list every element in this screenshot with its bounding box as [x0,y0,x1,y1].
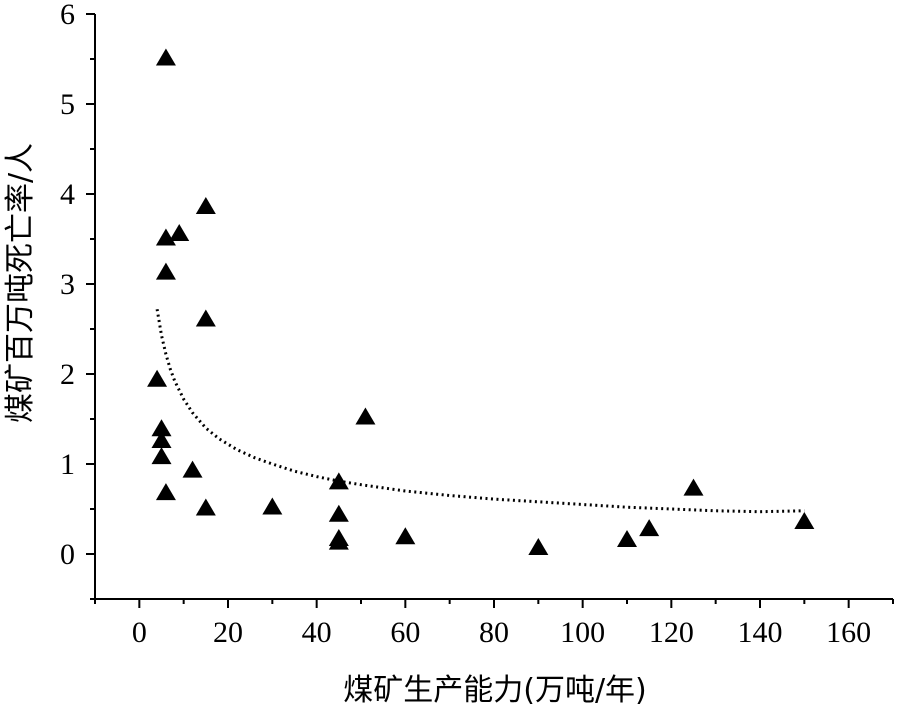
data-point [528,538,549,556]
data-point [155,483,176,501]
trendline [155,308,805,514]
y-tick-label: 5 [60,88,75,121]
x-tick-label: 60 [390,616,420,649]
data-point [182,460,203,478]
axes [94,14,893,600]
data-point [169,223,190,241]
y-axis-title: 煤矿百万吨死亡率/人 [3,143,38,423]
points-group [147,48,815,556]
data-point [147,369,168,387]
data-point [195,309,216,327]
data-point [195,498,216,516]
x-tick-label: 160 [826,616,871,649]
x-tick-label: 40 [302,616,332,649]
x-axis-title: 煤矿生产能力(万吨/年) [343,673,647,708]
x-tick-label: 20 [213,616,243,649]
x-tick-label: 0 [132,616,147,649]
data-point [262,497,283,515]
data-point [151,430,172,448]
data-point [355,407,376,425]
y-tick-label: 4 [60,178,75,211]
data-point [617,529,637,547]
data-point [395,527,416,545]
data-point [151,447,172,465]
data-point [155,228,176,246]
ticks: 0 20 40 60 80 100 120 140 160 0 1 2 3 4 5 6 [60,0,894,649]
x-tick-label: 140 [738,616,783,649]
y-tick-label: 6 [60,0,75,31]
data-point [155,48,176,66]
data-point [195,196,216,214]
data-point [328,532,349,550]
y-tick-label: 3 [60,268,75,301]
trendline-group [155,308,805,514]
data-point [683,478,704,496]
x-tick-label: 100 [560,616,605,649]
y-tick-label: 0 [60,538,75,571]
data-point [155,262,176,280]
data-point [328,504,349,522]
y-tick-label: 1 [60,448,75,481]
x-tick-label: 120 [649,616,694,649]
data-point [794,511,815,529]
x-tick-label: 80 [479,616,509,649]
data-point [328,472,349,490]
y-tick-label: 2 [60,358,75,391]
data-point [151,419,172,437]
data-point [639,519,660,537]
